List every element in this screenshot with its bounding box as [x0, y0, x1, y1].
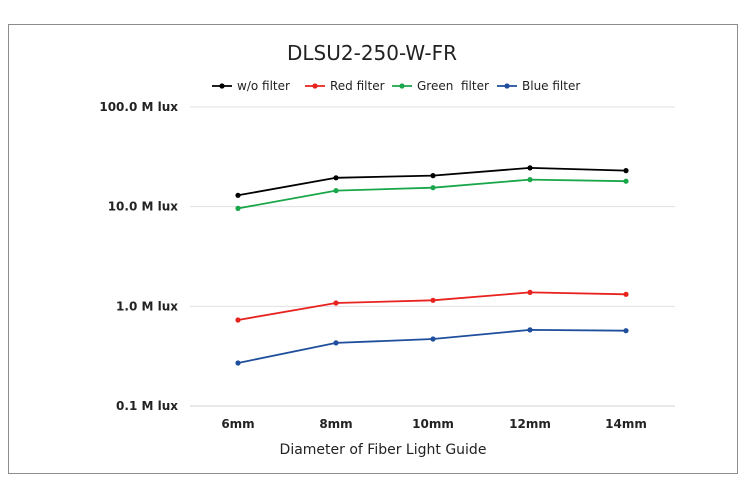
legend-item-2: Green filter — [392, 79, 489, 93]
data-point — [235, 317, 241, 323]
data-point — [623, 291, 629, 297]
data-point — [623, 328, 629, 334]
legend-label: w/o filter — [237, 79, 290, 93]
data-point — [235, 205, 241, 211]
data-point — [623, 168, 629, 174]
data-point — [527, 177, 533, 183]
grid — [190, 106, 675, 407]
x-tick-label: 12mm — [509, 417, 551, 431]
legend-label: Green filter — [417, 79, 489, 93]
legend-swatch-marker — [504, 83, 510, 89]
data-point — [235, 192, 241, 198]
x-tick-label: 6mm — [221, 417, 254, 431]
series-line — [237, 328, 627, 364]
data-point — [430, 297, 436, 303]
x-tick-labels: 6mm 8mm 10mm 12mm 14mm — [221, 417, 647, 431]
data-point — [333, 300, 339, 306]
y-tick-label: 100.0 M lux — [99, 100, 178, 114]
data-point — [527, 289, 533, 295]
y-tick-label: 1.0 M lux — [116, 299, 178, 313]
legend: w/o filter Red filter Green filter Blue fil… — [212, 79, 580, 93]
legend-item-0: w/o filter — [212, 79, 290, 93]
data-point — [623, 178, 629, 184]
x-tick-label: 14mm — [605, 417, 647, 431]
data-point — [430, 173, 436, 179]
series-1 — [235, 289, 629, 323]
x-tick-label: 8mm — [319, 417, 352, 431]
legend-label: Red filter — [330, 79, 385, 93]
series-group — [235, 165, 629, 366]
series-2 — [235, 177, 629, 211]
data-point — [333, 340, 339, 346]
chart-title: DLSU2-250-W-FR — [287, 41, 457, 65]
data-point — [430, 336, 436, 342]
data-point — [527, 165, 533, 171]
series-3 — [235, 327, 629, 366]
series-line — [237, 178, 627, 210]
y-tick-label: 10.0 M lux — [108, 200, 179, 214]
x-tick-label: 10mm — [412, 417, 454, 431]
legend-item-1: Red filter — [305, 79, 385, 93]
legend-swatch-marker — [219, 83, 225, 89]
x-axis-label: Diameter of Fiber Light Guide — [280, 442, 487, 458]
y-tick-label: 0.1 M lux — [116, 399, 178, 413]
y-tick-labels: 100.0 M lux 10.0 M lux 1.0 M lux 0.1 M lux — [99, 100, 178, 413]
legend-swatch-marker — [312, 83, 318, 89]
data-point — [430, 185, 436, 191]
data-point — [333, 175, 339, 181]
data-point — [235, 360, 241, 366]
data-point — [527, 327, 533, 333]
chart-frame — [8, 24, 738, 474]
series-0 — [235, 165, 629, 198]
data-point — [333, 188, 339, 194]
legend-swatch-marker — [399, 83, 405, 89]
series-line — [237, 166, 627, 197]
legend-item-3: Blue filter — [497, 79, 580, 93]
legend-label: Blue filter — [522, 79, 580, 93]
